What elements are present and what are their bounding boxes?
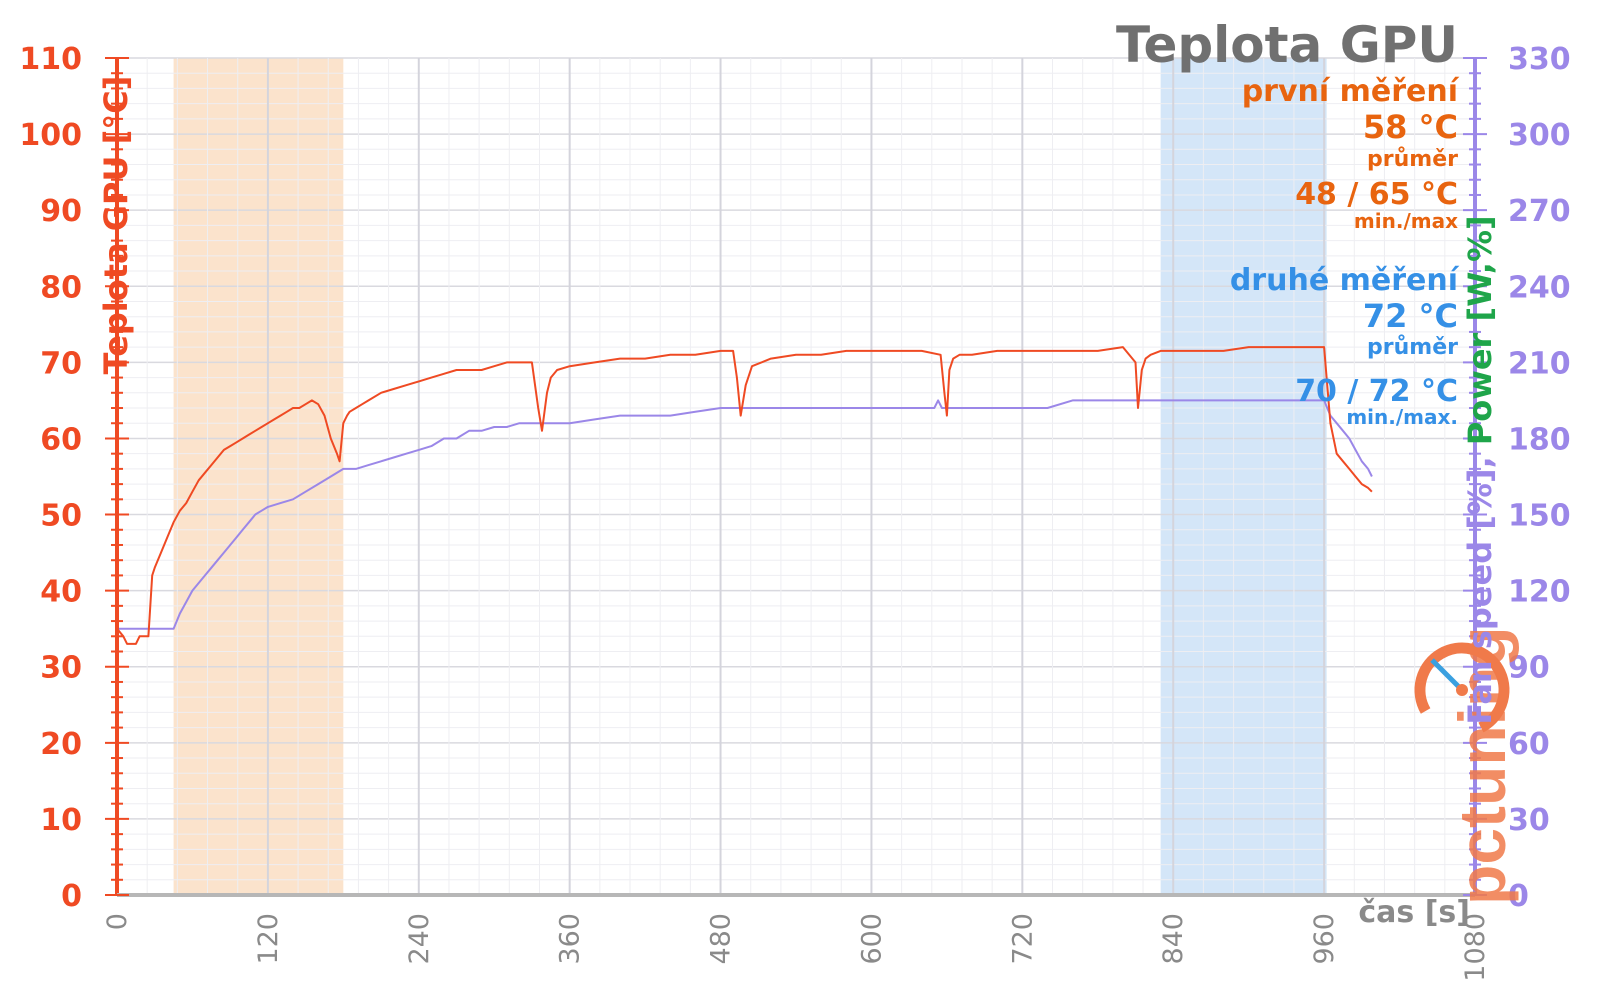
annotation-text: min./max: [1354, 209, 1458, 233]
annotation-text: 58 °C: [1363, 108, 1458, 146]
grid: [116, 57, 1476, 896]
x-axis-label: čas [s]: [1358, 895, 1470, 930]
x-tick-label: 240: [404, 913, 435, 965]
highlight-region: [1160, 58, 1327, 895]
annotation-text: min./max.: [1346, 405, 1458, 429]
y-tick-label-right: 0: [1508, 879, 1529, 914]
y-tick-label-right: 180: [1508, 422, 1571, 457]
axes: [105, 57, 1487, 897]
watermark-text: pctuning: [1445, 626, 1519, 905]
annotation-text: 48 / 65 °C: [1295, 177, 1458, 212]
x-tick-label: 360: [555, 913, 586, 965]
x-tick-label: 0: [102, 913, 133, 930]
x-tick-label: 120: [253, 913, 284, 965]
y-tick-label-left: 80: [40, 270, 82, 305]
annotation-text: první měření: [1242, 74, 1460, 109]
y-axis-label-right: Fan speed [%], Power [W,%]: [1461, 215, 1499, 724]
y-tick-label-right: 90: [1508, 651, 1550, 686]
y-tick-label-left: 10: [40, 803, 82, 838]
y-axis-label-left: Teplota GPU [°C]: [97, 76, 135, 375]
chart-title: Teplota GPU: [1116, 16, 1458, 74]
y-tick-label-right: 330: [1508, 42, 1571, 77]
highlight-region: [173, 58, 344, 895]
y-tick-label-right: 240: [1508, 270, 1571, 305]
x-tick-label: 1080: [1460, 913, 1491, 982]
power-label: Power [W,%]: [1461, 215, 1499, 445]
y-tick-label-right: 60: [1508, 727, 1550, 762]
annotation-text: průměr: [1367, 147, 1458, 172]
x-tick-label: 960: [1309, 913, 1340, 965]
y-tick-label-left: 110: [19, 42, 82, 77]
x-tick-label: 720: [1007, 913, 1038, 965]
y-tick-label-left: 20: [40, 727, 82, 762]
y-tick-label-right: 270: [1508, 194, 1571, 229]
y-tick-label-right: 300: [1508, 118, 1571, 153]
y-tick-label-left: 90: [40, 194, 82, 229]
y-tick-label-left: 100: [19, 118, 82, 153]
y-tick-label-right: 30: [1508, 803, 1550, 838]
annotation-text: druhé měření: [1230, 263, 1460, 298]
series-lines: [116, 346, 1373, 645]
y-tick-label-left: 40: [40, 575, 82, 610]
y-tick-label-left: 0: [61, 879, 82, 914]
annotation-text: průměr: [1367, 335, 1458, 360]
x-tick-label: 840: [1158, 913, 1189, 965]
x-tick-label: 600: [856, 913, 887, 965]
y-tick-label-left: 50: [40, 499, 82, 534]
y-tick-label-right: 120: [1508, 575, 1571, 610]
y-tick-label-left: 60: [40, 422, 82, 457]
highlight-regions: [173, 58, 1327, 895]
y-tick-label-left: 70: [40, 346, 82, 381]
y-tick-label-right: 210: [1508, 346, 1571, 381]
x-tick-label: 480: [706, 913, 737, 965]
y-tick-label-right: 150: [1508, 499, 1571, 534]
fan-speed-line: [117, 399, 1373, 630]
y-tick-label-left: 30: [40, 651, 82, 686]
pctuning-logo: [1414, 642, 1510, 738]
annotation-text: 72 °C: [1363, 297, 1458, 335]
gpu-temperature-line: [116, 346, 1373, 645]
tick-labels: 0 10 20 30 40 50 60 70 80 90 100 110 0 30 60 90 120 150 18…: [19, 42, 1570, 982]
annotation-text: 70 / 72 °C: [1295, 374, 1458, 409]
fan-speed-label: Fan speed [%],: [1461, 445, 1499, 725]
